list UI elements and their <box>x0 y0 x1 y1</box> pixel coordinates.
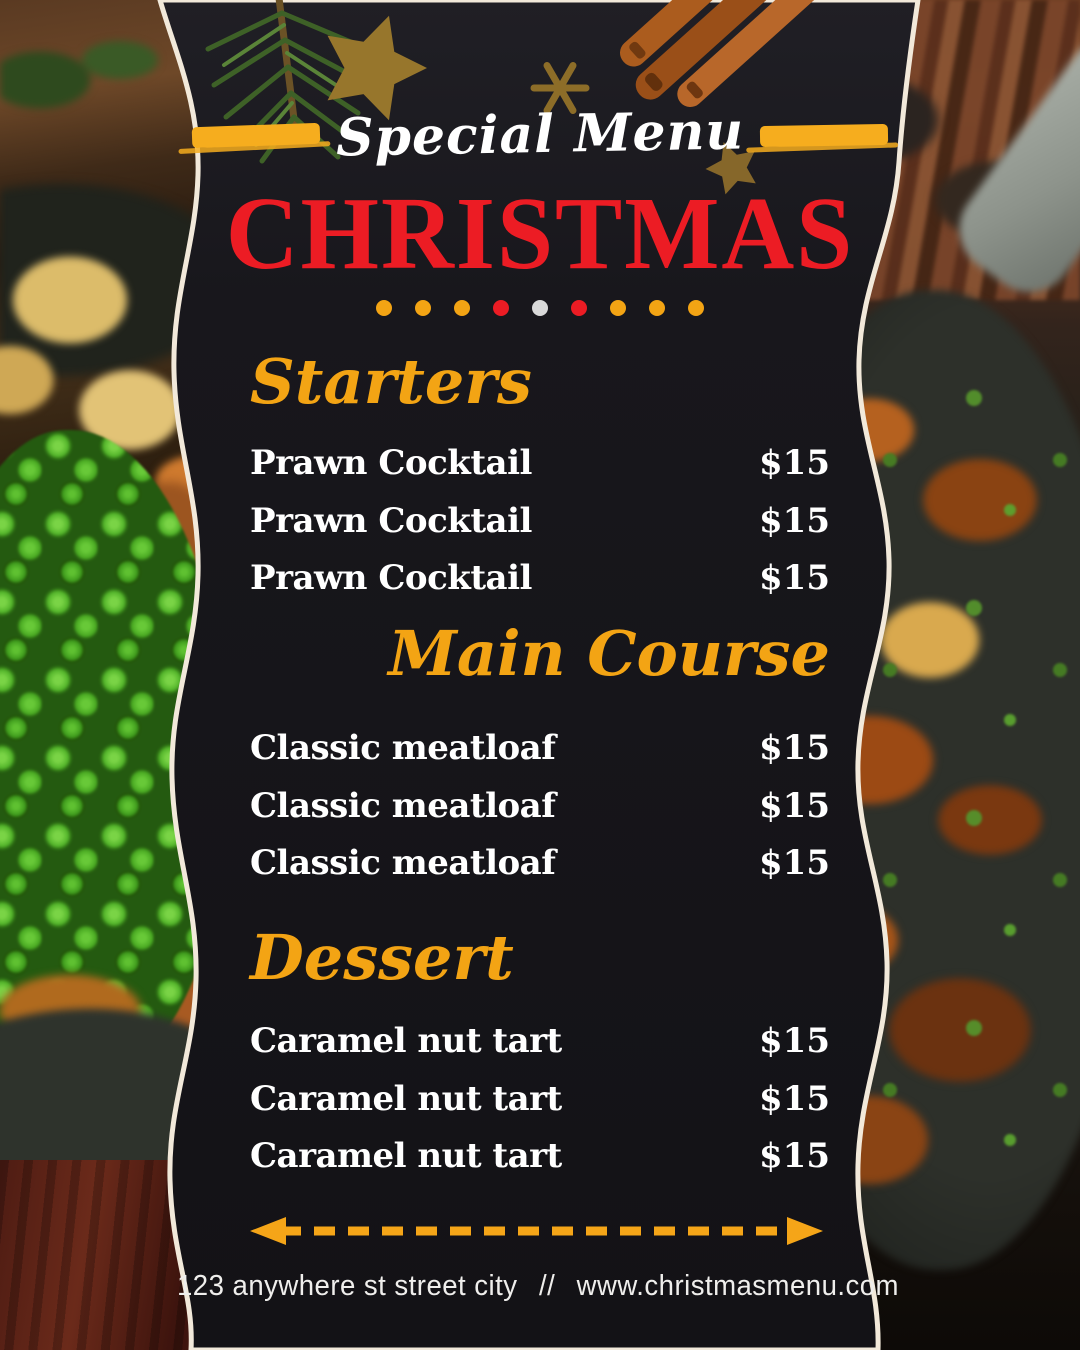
footer-address: 123 anywhere st street city <box>177 1270 518 1302</box>
menu-item-row: Caramel nut tart $15 <box>250 1136 830 1177</box>
menu-item-row: Classic meatloaf $15 <box>250 843 830 884</box>
snowflake-ornament-icon <box>530 62 590 114</box>
menu-item-row: Prawn Cocktail $15 <box>250 443 830 484</box>
item-price: $15 <box>759 1136 830 1176</box>
poster-title: CHRISTMAS <box>225 176 855 291</box>
arrowhead-right <box>787 1217 823 1245</box>
section-header-starters: Starters <box>250 345 532 418</box>
menu-item-row: Classic meatloaf $15 <box>250 786 830 827</box>
dot <box>571 300 587 316</box>
dot <box>376 300 392 316</box>
dot <box>610 300 626 316</box>
item-name: Classic meatloaf <box>250 728 556 768</box>
dot <box>649 300 665 316</box>
item-name: Prawn Cocktail <box>250 443 532 483</box>
dot <box>688 300 704 316</box>
dot <box>493 300 509 316</box>
footer-separator: // <box>538 1270 556 1302</box>
pine-branch-photo-detail <box>0 20 190 140</box>
item-name: Prawn Cocktail <box>250 501 532 541</box>
arrowhead-left <box>250 1217 286 1245</box>
footer-website: www.christmasmenu.com <box>576 1270 899 1302</box>
eyebrow-label: Special Menu <box>335 100 745 169</box>
brush-stroke-right <box>759 123 889 147</box>
menu-item-row: Prawn Cocktail $15 <box>250 558 830 599</box>
item-price: $15 <box>759 558 830 598</box>
item-name: Caramel nut tart <box>250 1136 562 1176</box>
item-price: $15 <box>759 843 830 883</box>
menu-item-row: Classic meatloaf $15 <box>250 728 830 769</box>
eyebrow-row: Special Menu <box>0 100 1080 169</box>
dashed-arrow-divider <box>250 1217 823 1245</box>
cinnamon-sticks-decoration <box>619 0 818 108</box>
item-price: $15 <box>759 786 830 826</box>
item-name: Prawn Cocktail <box>250 558 532 598</box>
brush-stroke-left <box>191 122 321 148</box>
dots-divider <box>0 300 1080 316</box>
item-price: $15 <box>759 1079 830 1119</box>
menu-item-row: Caramel nut tart $15 <box>250 1079 830 1120</box>
dot <box>532 300 548 316</box>
item-price: $15 <box>759 1021 830 1061</box>
item-name: Classic meatloaf <box>250 786 556 826</box>
item-name: Caramel nut tart <box>250 1079 562 1119</box>
item-name: Caramel nut tart <box>250 1021 562 1061</box>
section-header-main-course: Main Course <box>388 617 830 690</box>
item-name: Classic meatloaf <box>250 843 556 883</box>
item-price: $15 <box>759 443 830 483</box>
footer-contact-line: 123 anywhere st street city // www.chris… <box>169 1270 906 1303</box>
dot <box>454 300 470 316</box>
section-header-dessert: Dessert <box>250 921 514 994</box>
item-price: $15 <box>759 728 830 768</box>
menu-item-row: Caramel nut tart $15 <box>250 1021 830 1062</box>
dot <box>415 300 431 316</box>
menu-item-row: Prawn Cocktail $15 <box>250 501 830 542</box>
item-price: $15 <box>759 501 830 541</box>
